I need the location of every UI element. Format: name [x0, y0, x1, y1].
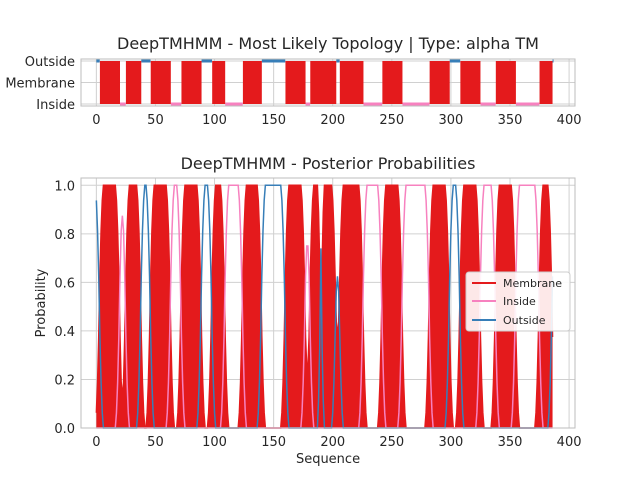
membrane-segment — [460, 61, 481, 104]
posterior-x-ticks: 0 50 100 150 200 250 300 350 400 — [92, 435, 581, 450]
legend-label-inside: Inside — [503, 295, 536, 308]
membrane-segment — [339, 61, 364, 104]
membrane-probability-line — [95, 184, 554, 429]
posterior-y-tick-label: 0.6 — [54, 276, 75, 291]
membrane-segment — [539, 61, 553, 104]
legend-label-membrane: Membrane — [503, 277, 562, 290]
posterior-x-tick-label: 50 — [147, 435, 164, 450]
posterior-chart: DeepTMHMM - Posterior Probabilities 0 50 1… — [34, 154, 582, 467]
membrane-segment — [99, 61, 120, 104]
posterior-x-tick-label: 250 — [379, 435, 404, 450]
membrane-segment — [285, 61, 306, 104]
topology-x-tick-label: 250 — [379, 113, 404, 128]
topology-y-tick-label: Outside — [25, 55, 75, 70]
topology-chart: DeepTMHMM - Most Likely Topology | Type:… — [5, 34, 581, 128]
topology-x-tick-label: 100 — [202, 113, 227, 128]
posterior-y-ticks: 0.0 0.2 0.4 0.6 0.8 1.0 — [54, 179, 75, 437]
membrane-segment — [429, 61, 450, 104]
topology-x-tick-label: 0 — [92, 113, 100, 128]
posterior-x-tick-label: 200 — [320, 435, 345, 450]
topology-plot-frame — [80, 58, 576, 107]
topology-y-tick-label: Membrane — [5, 77, 75, 92]
membrane-segment — [382, 61, 403, 104]
legend-label-outside: Outside — [503, 314, 546, 327]
posterior-plot-frame — [80, 177, 576, 429]
posterior-title: DeepTMHMM - Posterior Probabilities — [181, 154, 476, 173]
posterior-x-axis-label: Sequence — [296, 452, 360, 467]
topology-y-tick-label: Inside — [36, 98, 75, 113]
posterior-x-tick-label: 350 — [498, 435, 523, 450]
topology-x-tick-label: 400 — [557, 113, 582, 128]
topology-x-tick-label: 300 — [438, 113, 463, 128]
posterior-x-tick-label: 0 — [92, 435, 100, 450]
posterior-x-tick-label: 400 — [557, 435, 582, 450]
membrane-segment — [495, 61, 516, 104]
topology-x-tick-label: 350 — [498, 113, 523, 128]
topology-x-tick-label: 150 — [261, 113, 286, 128]
posterior-y-axis-label: Probability — [34, 268, 49, 337]
membrane-segment — [242, 61, 262, 104]
topology-x-tick-label: 50 — [147, 113, 164, 128]
membrane-segment — [212, 61, 226, 104]
posterior-y-tick-label: 0.0 — [54, 422, 75, 437]
membrane-segment — [125, 61, 142, 104]
posterior-y-tick-label: 0.2 — [54, 373, 75, 388]
topology-y-ticks: Outside Membrane Inside — [5, 55, 75, 113]
membrane-segment — [310, 61, 337, 104]
membrane-segment — [181, 61, 202, 104]
posterior-x-tick-label: 100 — [202, 435, 227, 450]
posterior-y-tick-label: 0.8 — [54, 228, 75, 243]
posterior-x-tick-label: 300 — [438, 435, 463, 450]
posterior-y-tick-label: 1.0 — [54, 179, 75, 194]
legend: Membrane Inside Outside — [465, 271, 571, 332]
topology-marks — [96, 59, 554, 106]
posterior-x-tick-label: 150 — [261, 435, 286, 450]
topology-x-tick-label: 200 — [320, 113, 345, 128]
topology-title: DeepTMHMM - Most Likely Topology | Type:… — [117, 34, 539, 53]
topology-x-ticks: 0 50 100 150 200 250 300 350 400 — [92, 113, 581, 128]
posterior-y-tick-label: 0.4 — [54, 325, 75, 340]
membrane-segment — [150, 61, 171, 104]
legend-frame — [465, 271, 571, 332]
